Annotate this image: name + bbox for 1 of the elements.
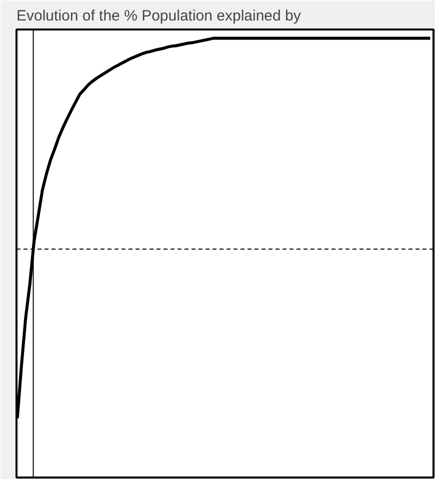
chart-title: Evolution of the % Population explained by [16,8,302,24]
